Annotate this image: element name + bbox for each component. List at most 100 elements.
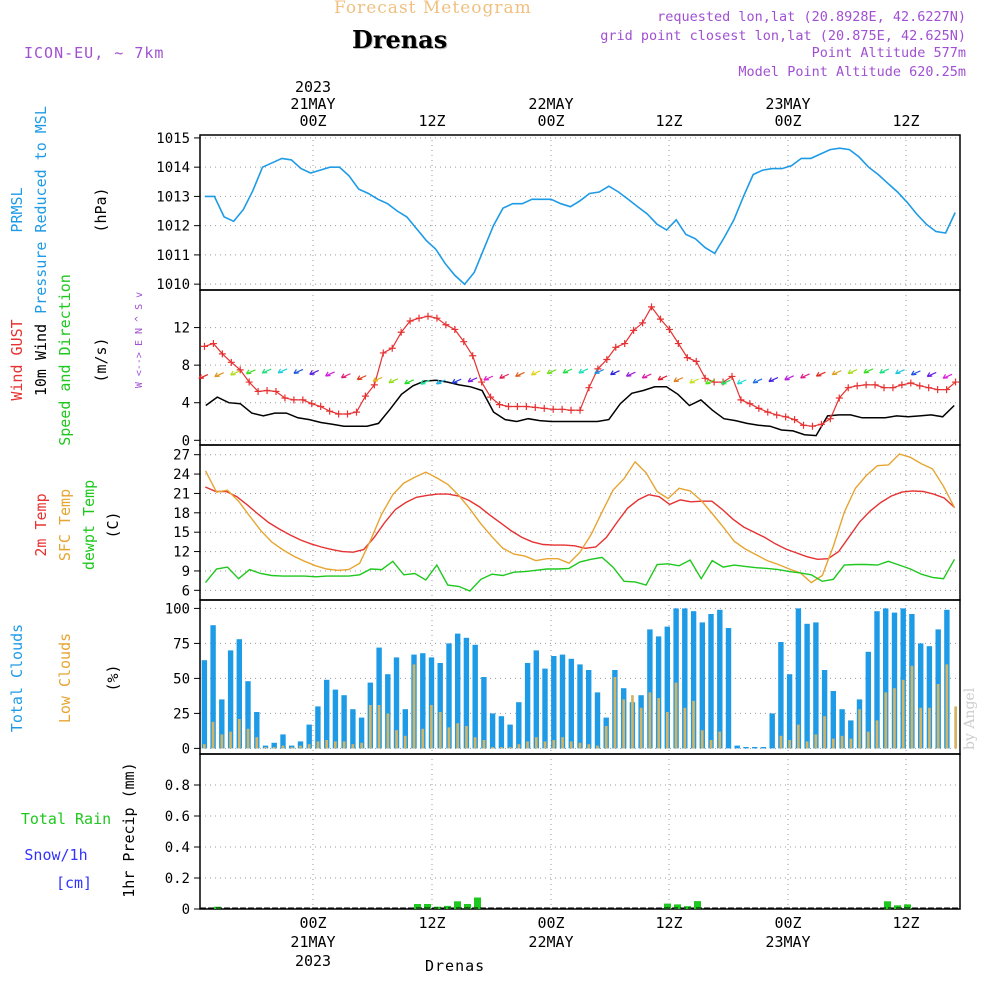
wind-gust-marker [808,422,816,430]
low-cloud-bar [700,730,704,749]
total-cloud-bar [393,657,400,749]
wind-gust-marker [826,415,834,423]
wind-gust-marker [236,366,244,374]
rain-bar [904,904,911,909]
low-cloud-bar [526,741,529,749]
wind-direction-arrow [705,379,715,385]
wind-direction-arrow [752,378,763,384]
wind-gust-marker [209,340,217,348]
y-tick-label: 50 [173,671,190,687]
dewpoint-axis-label: dewpt Temp [80,480,98,570]
wind-direction-arrow [388,378,399,384]
wind-gust-marker [513,402,521,410]
low-cloud-bar [709,740,713,749]
low-cloud-bar [893,688,896,749]
low-cloud-bar [543,741,547,749]
wind-direction-arrow [895,369,905,375]
wind-gust-marker [567,406,575,414]
wind-gust-marker [844,384,852,392]
wind-gust-marker [388,344,396,352]
total-cloud-bar [420,653,426,749]
bottom-time-label: 00Z [299,914,326,932]
total-cloud-bar [280,734,286,749]
low-cloud-bar [412,664,416,749]
low-cloud-bar [473,737,477,749]
wind-direction-arrow [198,373,209,380]
wind-direction-arrow [641,373,652,379]
wind-direction-arrow [515,371,525,378]
y-tick-label: 6 [182,583,190,599]
wind-gust-marker [379,349,387,357]
pressure-axis-label: Pressure Reduced to MSL [32,106,50,314]
bottom-time-label: 21MAY [290,933,335,951]
wind-direction-arrow [261,368,272,374]
total-cloud-bar [315,706,321,749]
wind-gust-marker [540,404,548,412]
rain-legend: Total Rain [21,810,111,828]
low-cloud-bar [211,721,215,749]
rain-bar [474,897,481,909]
wind-direction-arrow [325,371,335,377]
low-cloud-bar [674,682,678,749]
low-cloud-bar [622,699,625,749]
low-cloud-bar [884,692,888,749]
wind-gust-marker [728,372,736,380]
top-time-label: 12Z [892,112,919,130]
low-cloud-bar [438,712,442,749]
wind-gust-marker [290,396,298,404]
wind-gust-marker [773,411,781,419]
wind-gust-marker [218,350,226,358]
wind-gust-marker [898,381,906,389]
total-cloud-bar [891,612,898,749]
rain-bar [464,904,471,909]
y-tick-label: 1010 [156,277,190,293]
rain-bar [454,901,461,910]
total-cloud-bar [568,658,574,749]
y-tick-label: 1015 [156,131,190,147]
y-tick-label: 0 [182,433,190,449]
bottom-time-label: 2023 [295,952,331,970]
y-tick-label: 0.8 [165,778,190,794]
wind-gust-marker [433,314,441,322]
low-cloud-bar [683,707,687,749]
low-cloud-bar [351,744,355,749]
low-cloud-bar [901,679,905,749]
total-cloud-bar [428,657,435,749]
total-cloud-bar [594,692,601,749]
y-tick-label: 1012 [156,219,190,235]
rain-bar [684,906,691,909]
total-cloud-bar [542,668,548,749]
total-cloud-bar [918,643,924,749]
low-cloud-bar [421,728,425,749]
wind-gust-marker [782,413,790,421]
precip-axis-label: 1hr Precip (mm) [120,762,138,897]
bottom-time-label: 23MAY [765,933,810,951]
low-cloud-bar [369,705,372,749]
wind-gust-marker [916,382,924,390]
footer-location: Drenas [425,957,486,975]
wind-axis-label: 10m Wind [32,324,50,396]
wind-gust-marker [415,314,423,322]
y-tick-label: 18 [173,506,190,522]
total-cloud-bar [760,747,767,749]
total-cloud-bar [699,622,705,749]
wind-gust-marker [281,394,289,402]
wind-gust-marker [451,325,459,333]
total-cloud-bar [245,681,251,749]
wind-gust-marker [469,352,477,360]
rain-bar [674,904,681,909]
total-clouds-axis-label: Total Clouds [8,624,26,732]
panel-frame [199,753,961,910]
low-cloud-bar [875,720,879,749]
wind-gust-marker [344,410,352,418]
wind-gust-marker [835,394,843,402]
wind-gust-marker [245,378,253,386]
wind-direction-arrow [372,376,383,382]
total-cloud-bar [769,713,775,749]
low-cloud-bar [500,747,503,749]
wind-gust-marker [504,402,512,410]
low-cloud-bar [395,730,398,749]
low-cloud-bar [272,747,276,749]
wind-direction-arrow [483,375,494,381]
total-cloud-bar [489,713,496,749]
